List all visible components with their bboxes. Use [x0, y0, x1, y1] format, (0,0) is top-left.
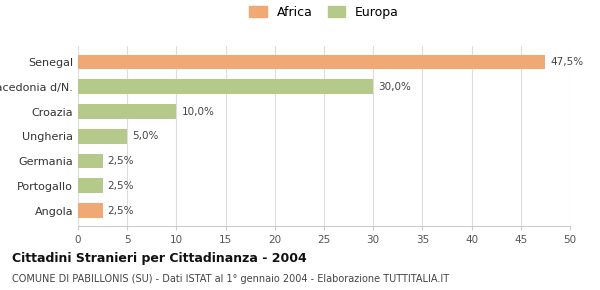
Bar	[78, 79, 373, 94]
Text: 2,5%: 2,5%	[107, 206, 134, 215]
Legend: Africa, Europa: Africa, Europa	[245, 2, 403, 23]
Bar	[78, 154, 103, 168]
Bar	[78, 178, 103, 193]
Bar	[78, 104, 176, 119]
Text: 10,0%: 10,0%	[181, 106, 214, 117]
Bar	[78, 129, 127, 144]
Text: 5,0%: 5,0%	[132, 131, 158, 141]
Bar	[78, 203, 103, 218]
Text: 47,5%: 47,5%	[550, 57, 583, 67]
Bar	[78, 55, 545, 69]
Text: 30,0%: 30,0%	[378, 82, 411, 92]
Text: 2,5%: 2,5%	[107, 156, 134, 166]
Text: COMUNE DI PABILLONIS (SU) - Dati ISTAT al 1° gennaio 2004 - Elaborazione TUTTITA: COMUNE DI PABILLONIS (SU) - Dati ISTAT a…	[12, 274, 449, 284]
Text: Cittadini Stranieri per Cittadinanza - 2004: Cittadini Stranieri per Cittadinanza - 2…	[12, 252, 307, 265]
Text: 2,5%: 2,5%	[107, 181, 134, 191]
